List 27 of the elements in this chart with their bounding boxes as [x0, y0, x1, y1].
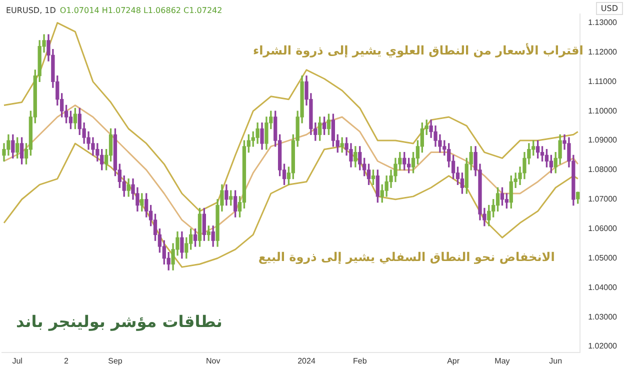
x-tick-label: 2024	[298, 356, 316, 366]
text: نطاقات مؤشر بولينجر باند	[16, 312, 222, 331]
x-tick-label: May	[494, 356, 510, 366]
y-tick-label: 1.02000	[588, 342, 618, 351]
annotation: O1.07014 H1.07248 L1.06862 C1.07242	[60, 6, 222, 15]
chart-subtitle: EURUSD, 1D	[6, 6, 56, 15]
x-tick-label: Sep	[108, 356, 123, 366]
y-tick-label: 1.06000	[588, 224, 618, 234]
annotation: اقتراب الأسعار من النطاق العلوي يشير إلى ذروة الشراء	[252, 42, 584, 58]
y-tick-label: 1.04000	[588, 282, 618, 292]
x-tick-label: 2	[64, 356, 70, 366]
y-tick-label: 1.09000	[588, 136, 618, 145]
x-tick-label: Jun	[549, 356, 562, 366]
x-tick-label: Feb	[352, 356, 368, 366]
x-tick-label: Nov	[206, 356, 220, 366]
y-tick-label: 1.07000	[588, 194, 618, 204]
x-tick-label: Jul	[12, 356, 23, 366]
y-tick-label: 1.10000	[588, 106, 618, 116]
x-tick-label: Apr	[447, 356, 460, 366]
y-tick-label: 1.11000	[588, 76, 617, 86]
y-tick-label: 1.08000	[588, 165, 618, 174]
y-tick-label: 1.05000	[588, 253, 618, 262]
annotation: الانخفاض نحو النطاق السفلي يشير إلى ذروة البيع	[258, 250, 555, 264]
y-tick-label: 1.13000	[588, 18, 618, 28]
y-axis-title: USD	[596, 2, 623, 15]
y-tick-label: 1.03000	[588, 312, 618, 322]
y-tick-label: 1.12000	[588, 47, 618, 56]
